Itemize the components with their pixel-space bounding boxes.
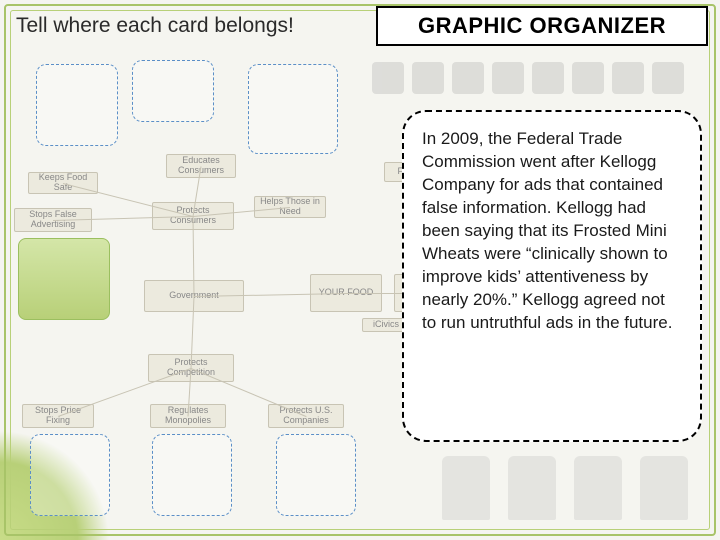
bg-person-icon (442, 456, 490, 520)
faded-bottom-row (442, 456, 702, 526)
page-title: Tell where each card belongs! (16, 14, 294, 38)
card-slot[interactable] (248, 64, 338, 154)
bg-person-icon (508, 456, 556, 520)
callout-text: In 2009, the Federal Trade Commission we… (422, 129, 672, 332)
card-slot[interactable] (36, 64, 118, 146)
bg-person-icon (640, 456, 688, 520)
header-box: GRAPHIC ORGANIZER (376, 6, 708, 46)
card-slot[interactable] (30, 434, 110, 516)
callout-bubble: In 2009, the Federal Trade Commission we… (402, 110, 702, 442)
bg-person-icon (574, 456, 622, 520)
card-slot[interactable] (152, 434, 232, 516)
card-slot[interactable] (132, 60, 214, 122)
card-slot[interactable] (18, 238, 110, 320)
header-label: GRAPHIC ORGANIZER (418, 13, 666, 39)
card-slot[interactable] (276, 434, 356, 516)
